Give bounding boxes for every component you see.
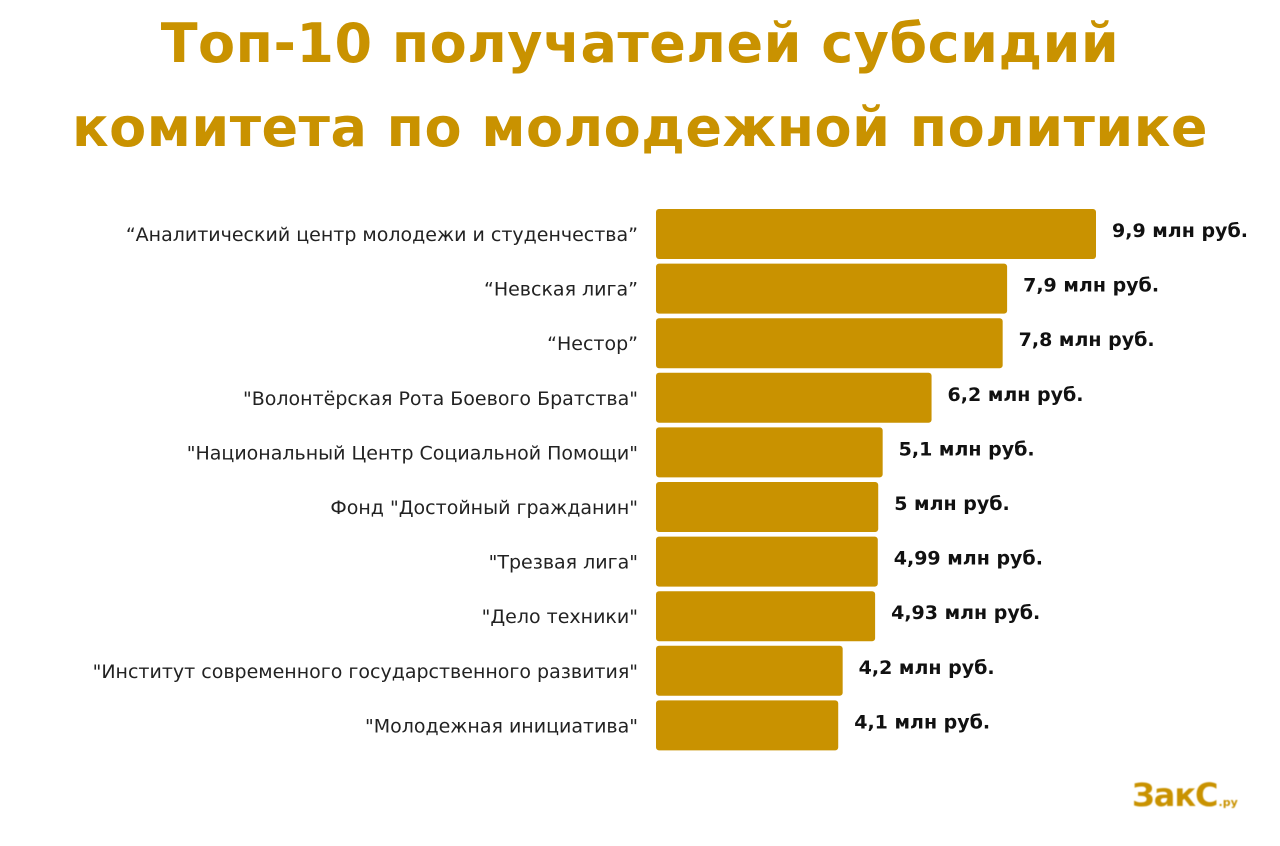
bar xyxy=(656,209,1096,259)
data-label: 4,1 млн руб. xyxy=(854,711,990,733)
category-label: "Волонтёрская Рота Боевого Братства" xyxy=(243,388,638,410)
category-label: “Нестор” xyxy=(547,333,638,355)
data-label: 4,93 млн руб. xyxy=(891,602,1040,624)
data-label: 5 млн руб. xyxy=(894,493,1010,515)
bar xyxy=(656,318,1003,369)
logo-text: ЗакС xyxy=(1132,776,1219,814)
data-label: 5,1 млн руб. xyxy=(899,438,1035,460)
chart-title-line-1: Топ-10 получателей субсидий xyxy=(160,12,1120,75)
data-label: 6,2 млн руб. xyxy=(948,384,1084,406)
bar xyxy=(656,645,843,696)
bar xyxy=(656,591,876,642)
bar xyxy=(656,263,1008,314)
chart-title: Топ-10 получателей субсидий комитета по … xyxy=(0,2,1280,170)
category-label: "Национальный Центр Социальной Помощи" xyxy=(187,442,638,464)
bar xyxy=(656,427,883,478)
category-label: “Аналитический центр молодежи и студенче… xyxy=(126,224,638,246)
bar xyxy=(656,482,879,532)
category-label: "Дело техники" xyxy=(482,606,638,628)
data-label: 9,9 млн руб. xyxy=(1112,220,1248,242)
data-label: 7,9 млн руб. xyxy=(1023,275,1159,297)
zaks-logo: ЗакС.ру xyxy=(1132,776,1238,814)
category-label: “Невская лига” xyxy=(484,279,638,301)
category-label: "Трезвая лига" xyxy=(489,552,638,574)
category-label: "Молодежная инициатива" xyxy=(365,715,638,737)
data-label: 4,99 млн руб. xyxy=(894,548,1043,570)
bar xyxy=(656,536,878,587)
category-label: "Институт современного государственного … xyxy=(93,661,638,683)
chart-title-line-2: комитета по молодежной политике xyxy=(72,96,1208,159)
data-label: 4,2 млн руб. xyxy=(859,657,995,679)
logo-domain: .ру xyxy=(1218,796,1238,809)
category-label: Фонд "Достойный гражданин" xyxy=(330,497,638,519)
bar xyxy=(656,700,839,751)
data-label: 7,8 млн руб. xyxy=(1019,329,1155,351)
bar xyxy=(656,372,932,423)
